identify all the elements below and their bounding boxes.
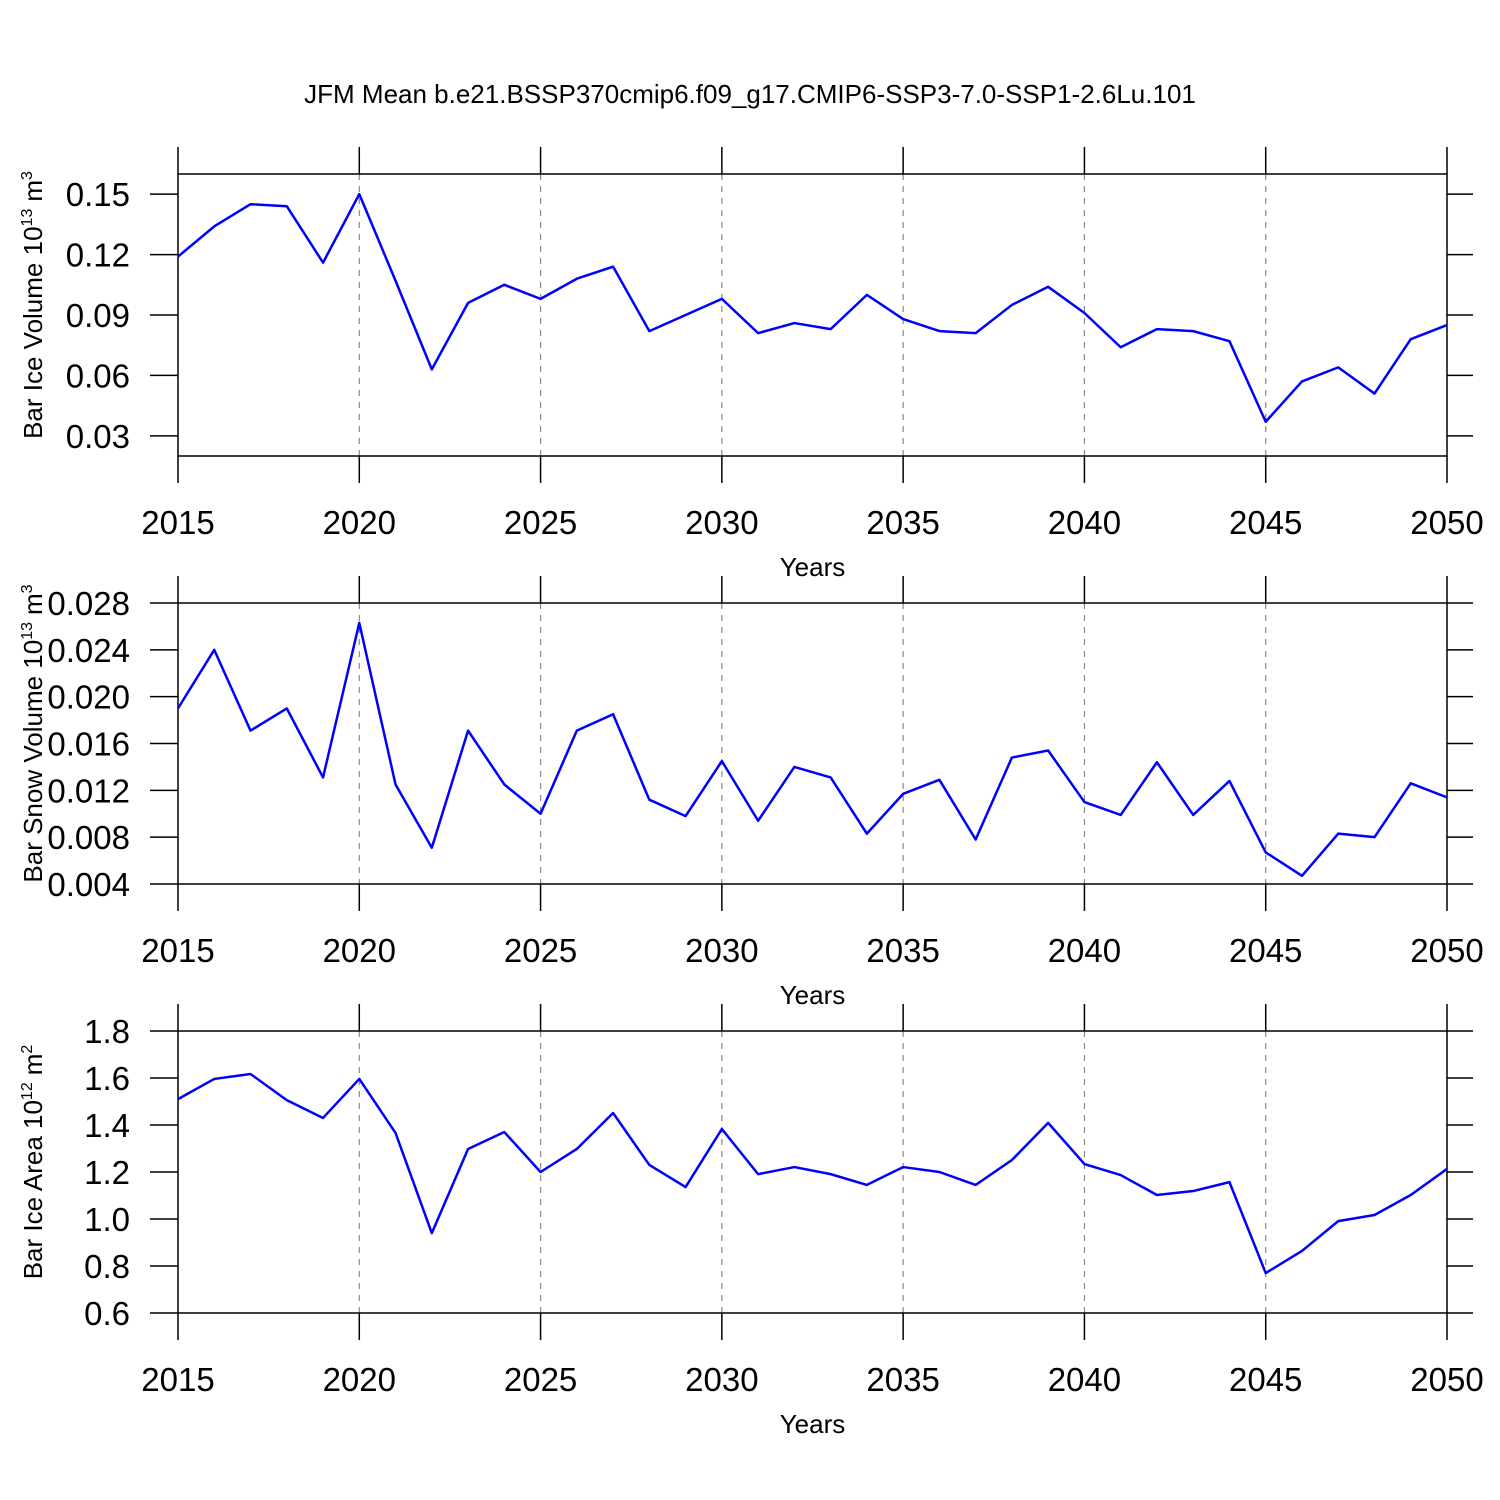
x-tick-label: 2030	[685, 504, 758, 541]
y-tick-label: 0.028	[47, 585, 130, 622]
x-tick-label: 2015	[141, 932, 214, 969]
x-tick-label: 2040	[1048, 504, 1121, 541]
x-tick-label: 2015	[141, 504, 214, 541]
y-label-unit: m	[18, 593, 48, 615]
y-tick-label: 0.6	[84, 1295, 130, 1332]
y-tick-label: 0.016	[47, 726, 130, 763]
x-axis-label: Years	[780, 980, 846, 1010]
data-line	[176, 621, 1448, 878]
x-tick-label: 2030	[685, 1361, 758, 1398]
y-label-unit-exponent: 3	[19, 171, 36, 180]
y-tick-label: 0.06	[66, 357, 130, 394]
plot-frame	[177, 173, 1448, 457]
panel: 2015 2020 2025 2030 2035 2040 2045 2050 0.03 0.06…	[18, 147, 1484, 582]
data-line	[177, 192, 1448, 424]
y-tick-label: 0.012	[47, 772, 130, 809]
y-tick-label: 0.09	[66, 297, 130, 334]
y-label-text: Bar Snow Volume 10	[18, 640, 48, 883]
y-tick-label: 1.0	[84, 1201, 130, 1238]
y-label-exponent: 13	[19, 622, 36, 640]
x-tick-label: 2045	[1229, 1361, 1302, 1398]
x-tick-label: 2025	[504, 932, 577, 969]
panel: 2015 2020 2025 2030 2035 2040 2045 2050 0.004 0.0…	[18, 576, 1484, 1010]
x-tick-label: 2050	[1410, 932, 1483, 969]
panel: 2015 2020 2025 2030 2035 2040 2045 2050 0.6 0.8 1.…	[18, 1004, 1484, 1439]
y-axis-label: Bar Ice Volume 1013 m3	[18, 171, 48, 439]
data-line	[177, 1072, 1448, 1275]
x-tick-label: 2050	[1410, 504, 1483, 541]
x-tick-label: 2045	[1229, 504, 1302, 541]
x-tick-label: 2040	[1048, 932, 1121, 969]
y-tick-label: 0.024	[47, 632, 130, 669]
x-tick-label: 2020	[323, 1361, 396, 1398]
y-tick-label: 0.03	[66, 418, 130, 455]
x-tick-label: 2035	[866, 504, 939, 541]
x-tick-label: 2050	[1410, 1361, 1483, 1398]
x-axis-label: Years	[780, 1409, 846, 1439]
y-tick-label: 1.8	[84, 1013, 130, 1050]
y-label-unit-exponent: 3	[19, 584, 36, 593]
x-tick-label: 2035	[866, 1361, 939, 1398]
y-tick-label: 0.020	[47, 679, 130, 716]
y-axis-label: Bar Ice Area 1012 m2	[18, 1045, 48, 1280]
x-tick-label: 2025	[504, 1361, 577, 1398]
x-tick-label: 2020	[323, 504, 396, 541]
plot-frame	[177, 1030, 1448, 1314]
y-label-unit-exponent: 2	[19, 1045, 36, 1054]
y-tick-label: 0.8	[84, 1248, 130, 1285]
y-tick-label: 0.008	[47, 819, 130, 856]
y-label-text: Bar Ice Volume 10	[18, 226, 48, 438]
y-label-exponent: 12	[19, 1082, 36, 1100]
y-label-unit: m	[18, 180, 48, 202]
y-axis-label: Bar Snow Volume 1013 m3	[18, 584, 48, 882]
x-tick-label: 2040	[1048, 1361, 1121, 1398]
y-tick-label: 0.004	[47, 866, 130, 903]
y-tick-label: 0.12	[66, 237, 130, 274]
x-tick-label: 2035	[866, 932, 939, 969]
x-tick-label: 2015	[141, 1361, 214, 1398]
y-label-exponent: 13	[19, 209, 36, 227]
figure-title: JFM Mean b.e21.BSSP370cmip6.f09_g17.CMIP…	[304, 79, 1196, 109]
y-label-unit: m	[18, 1054, 48, 1076]
y-label-text: Bar Ice Area 10	[18, 1100, 48, 1279]
y-tick-label: 1.6	[84, 1060, 130, 1097]
y-tick-label: 1.2	[84, 1154, 130, 1191]
x-tick-label: 2020	[323, 932, 396, 969]
y-tick-label: 1.4	[84, 1107, 130, 1144]
x-tick-label: 2025	[504, 504, 577, 541]
plot-frame	[177, 602, 1448, 885]
y-tick-label: 0.15	[66, 176, 130, 213]
x-tick-label: 2030	[685, 932, 758, 969]
x-axis-label: Years	[780, 552, 846, 582]
x-tick-label: 2045	[1229, 932, 1302, 969]
